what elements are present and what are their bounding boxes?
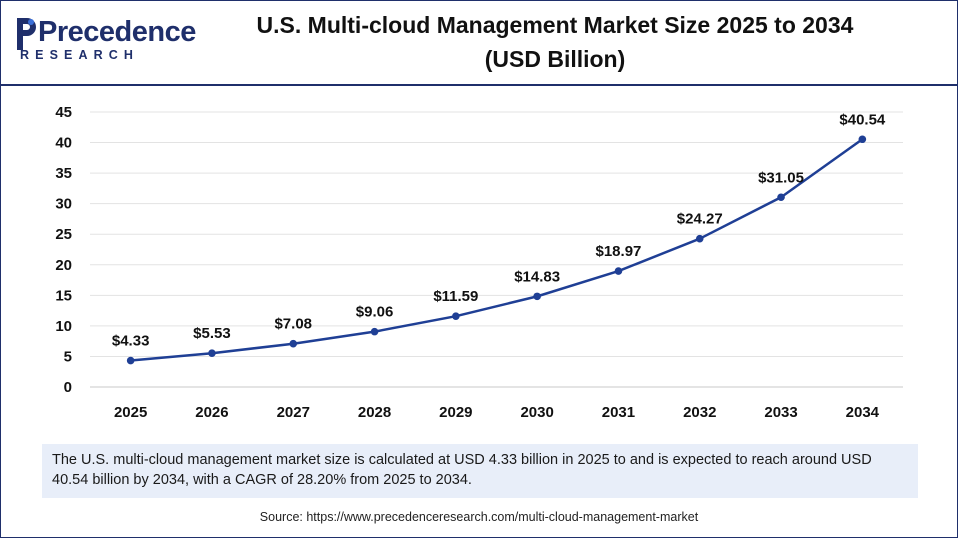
x-tick-label: 2032 <box>683 404 716 421</box>
chart-caption: The U.S. multi-cloud management market s… <box>42 444 918 498</box>
data-point <box>533 292 541 301</box>
y-tick-label: 35 <box>55 165 72 182</box>
data-point <box>452 312 460 320</box>
source-note: Source: https://www.precedenceresearch.c… <box>259 510 699 524</box>
y-tick-label: 10 <box>55 318 72 335</box>
y-tick-label: 25 <box>55 226 72 243</box>
title-divider <box>0 84 958 86</box>
data-point <box>777 193 785 202</box>
y-tick-label: 30 <box>55 196 72 213</box>
data-point <box>858 135 867 144</box>
x-tick-label: 2026 <box>195 404 228 421</box>
data-label: $7.08 <box>274 316 312 333</box>
x-tick-label: 2029 <box>439 404 472 421</box>
data-label: $40.54 <box>839 111 886 128</box>
chart-title-main: U.S. Multi-cloud Management Market Size … <box>256 12 854 38</box>
x-tick-label: 2027 <box>277 404 310 421</box>
brand-tagline: RESEARCH <box>20 48 139 62</box>
chart-title-unit: (USD Billion) <box>484 46 626 72</box>
data-label: $4.33 <box>112 333 150 350</box>
data-point <box>208 349 216 358</box>
data-label: $9.06 <box>356 304 394 321</box>
y-tick-label: 15 <box>55 287 72 304</box>
data-label: $18.97 <box>596 243 642 260</box>
data-point <box>695 234 704 243</box>
brand-logo: Precedence RESEARCH <box>14 12 196 72</box>
series-line <box>130 138 864 362</box>
data-label: $31.05 <box>758 169 804 186</box>
data-point <box>614 267 623 275</box>
y-tick-label: 20 <box>55 257 72 274</box>
data-label: $11.59 <box>433 288 478 305</box>
brand-name: Precedence <box>38 16 196 48</box>
data-point <box>289 339 298 348</box>
data-label: $24.27 <box>677 211 723 228</box>
brand-p-icon <box>17 18 36 50</box>
x-tick-label: 2034 <box>846 404 880 421</box>
y-tick-label: 40 <box>55 135 72 152</box>
data-label: $5.53 <box>193 325 231 342</box>
y-tick-label: 5 <box>64 348 72 365</box>
data-point <box>370 327 379 336</box>
y-tick-label: 45 <box>55 104 72 121</box>
chart-title: U.S. Multi-cloud Management Market Size … <box>190 8 920 76</box>
x-tick-label: 2030 <box>520 404 553 421</box>
data-label: $14.83 <box>514 268 560 285</box>
x-tick-label: 2028 <box>358 404 391 421</box>
data-point <box>126 356 135 365</box>
x-tick-label: 2033 <box>764 404 797 421</box>
y-tick-label: 0 <box>64 379 72 396</box>
x-tick-label: 2025 <box>114 404 147 421</box>
x-tick-label: 2031 <box>602 404 635 421</box>
